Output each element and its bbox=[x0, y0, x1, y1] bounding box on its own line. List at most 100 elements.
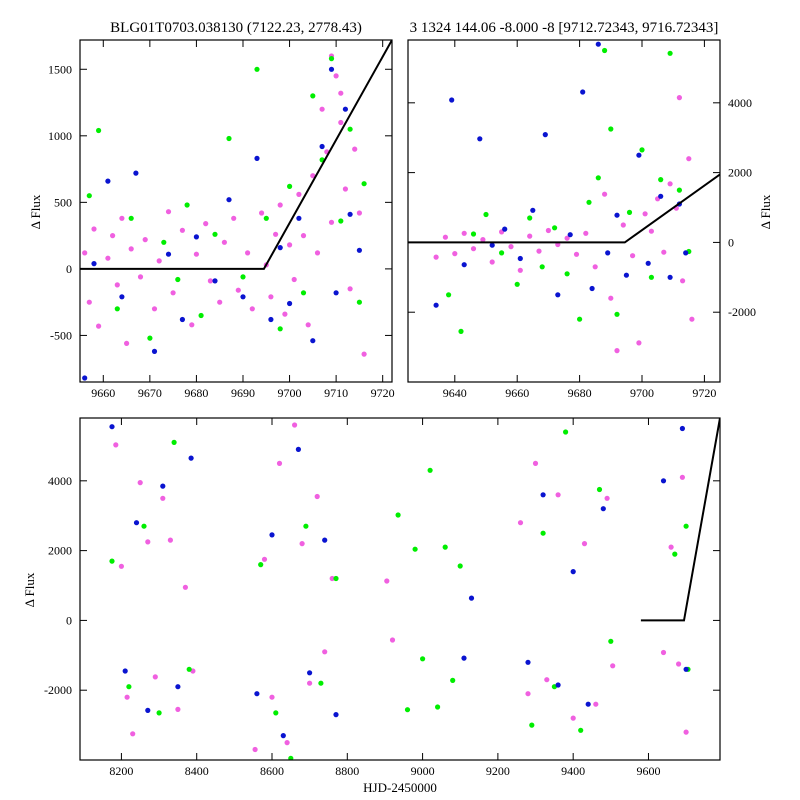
data-point bbox=[545, 227, 552, 234]
data-point bbox=[288, 755, 294, 760]
data-point bbox=[458, 328, 464, 334]
data-point bbox=[389, 637, 396, 643]
data-point bbox=[113, 442, 119, 448]
data-point bbox=[109, 558, 115, 564]
data-point bbox=[328, 219, 335, 225]
data-point bbox=[188, 455, 194, 461]
data-point bbox=[461, 230, 467, 236]
x-tick-label: 9700 bbox=[278, 386, 302, 400]
data-point bbox=[91, 261, 97, 267]
data-point bbox=[620, 222, 626, 228]
data-point bbox=[470, 231, 477, 237]
data-point bbox=[333, 575, 339, 582]
data-point bbox=[570, 715, 576, 721]
data-point bbox=[212, 231, 218, 237]
data-point bbox=[614, 348, 620, 354]
data-point bbox=[114, 282, 120, 288]
data-point bbox=[404, 707, 411, 713]
data-point bbox=[508, 244, 514, 250]
data-point bbox=[433, 254, 439, 260]
x-tick-label: 9660 bbox=[91, 386, 115, 400]
data-point bbox=[532, 460, 539, 466]
data-point bbox=[122, 668, 128, 674]
data-point bbox=[517, 255, 523, 262]
data-point bbox=[461, 262, 467, 268]
data-point bbox=[322, 537, 328, 543]
data-point bbox=[563, 429, 569, 435]
data-point bbox=[310, 173, 316, 179]
data-point bbox=[540, 492, 546, 498]
data-point bbox=[105, 178, 111, 184]
data-point bbox=[269, 694, 275, 700]
data-point bbox=[240, 294, 246, 300]
data-point bbox=[602, 47, 608, 54]
data-point bbox=[567, 232, 573, 238]
data-point bbox=[552, 225, 558, 231]
data-point bbox=[165, 251, 172, 257]
data-point bbox=[427, 467, 433, 473]
data-point bbox=[119, 294, 125, 300]
panel-top-right-title: 3 1324 144.06 -8.000 -8 [9712.72343, 971… bbox=[410, 20, 719, 36]
data-point bbox=[151, 348, 158, 354]
data-point bbox=[502, 226, 508, 232]
data-point bbox=[648, 274, 655, 280]
data-point bbox=[212, 278, 218, 284]
data-point bbox=[342, 186, 348, 192]
data-point bbox=[198, 312, 204, 319]
data-point bbox=[86, 299, 92, 305]
data-point bbox=[342, 106, 348, 112]
data-point bbox=[660, 478, 667, 484]
data-point bbox=[347, 286, 353, 292]
data-point bbox=[667, 181, 673, 187]
data-point bbox=[540, 530, 546, 536]
data-point bbox=[171, 439, 177, 445]
model-curve bbox=[80, 40, 392, 270]
data-point bbox=[295, 446, 301, 452]
data-point bbox=[109, 424, 115, 430]
data-point bbox=[356, 210, 362, 216]
data-point bbox=[254, 66, 260, 72]
data-point bbox=[86, 193, 92, 199]
panel-bottom-plot: 8200 8400 8600 8800 9000 9200 9400 9600 -2000 0 20… bbox=[44, 417, 721, 778]
y-tick-label: 500 bbox=[54, 195, 72, 209]
data-point bbox=[277, 202, 283, 208]
data-point bbox=[608, 295, 614, 301]
data-point bbox=[648, 228, 655, 234]
data-point bbox=[269, 532, 275, 538]
data-point bbox=[689, 316, 695, 322]
data-point bbox=[420, 656, 426, 662]
data-point bbox=[268, 316, 274, 323]
y-tick-label: 2000 bbox=[728, 166, 752, 180]
data-point bbox=[268, 294, 274, 300]
data-point bbox=[450, 677, 456, 684]
data-point bbox=[338, 218, 344, 224]
data-point bbox=[645, 260, 651, 266]
data-point bbox=[356, 299, 362, 305]
data-point bbox=[300, 290, 307, 296]
data-point bbox=[249, 306, 255, 312]
data-point bbox=[263, 215, 269, 221]
data-point bbox=[636, 340, 642, 346]
data-point bbox=[137, 480, 143, 486]
data-point bbox=[303, 523, 309, 529]
data-point bbox=[305, 322, 311, 328]
data-point bbox=[156, 258, 162, 264]
data-point bbox=[658, 177, 664, 183]
data-point bbox=[630, 253, 636, 259]
data-point bbox=[145, 707, 151, 714]
data-point bbox=[583, 230, 589, 236]
model-curve bbox=[408, 173, 720, 244]
data-points-bottom bbox=[109, 422, 691, 760]
data-point bbox=[217, 299, 223, 305]
data-point bbox=[525, 659, 531, 665]
data-point bbox=[110, 233, 116, 239]
data-point bbox=[580, 89, 586, 95]
x-tick-label: 9200 bbox=[486, 764, 510, 778]
data-point bbox=[642, 211, 648, 217]
data-point bbox=[333, 290, 339, 296]
data-point bbox=[680, 278, 686, 284]
data-point bbox=[347, 126, 353, 132]
x-tick-label: 8600 bbox=[260, 764, 284, 778]
data-point bbox=[296, 191, 302, 197]
data-point bbox=[395, 512, 401, 518]
